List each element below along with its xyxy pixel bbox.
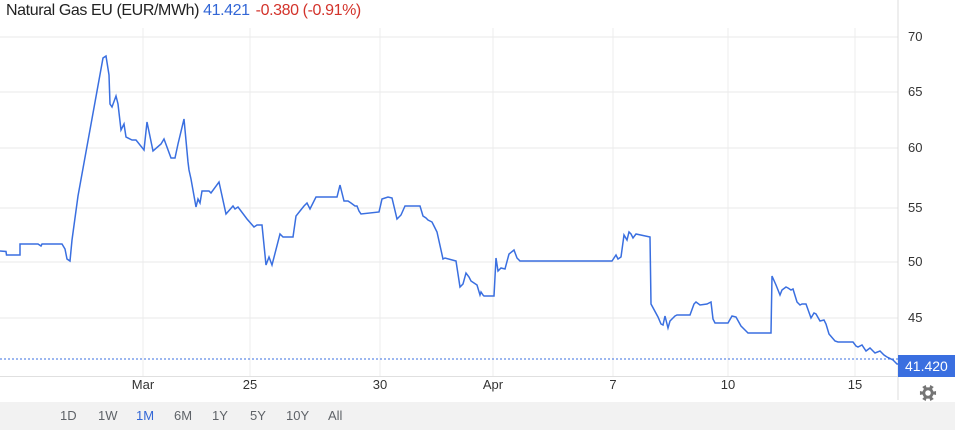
svg-text:50: 50 — [908, 254, 922, 269]
svg-text:10: 10 — [721, 377, 735, 392]
svg-text:70: 70 — [908, 29, 922, 44]
svg-text:41.420: 41.420 — [905, 358, 948, 374]
svg-text:45: 45 — [908, 310, 922, 325]
svg-text:Apr: Apr — [483, 377, 504, 392]
svg-text:65: 65 — [908, 84, 922, 99]
svg-text:7: 7 — [609, 377, 616, 392]
svg-text:55: 55 — [908, 200, 922, 215]
svg-text:60: 60 — [908, 140, 922, 155]
svg-text:25: 25 — [243, 377, 257, 392]
svg-text:15: 15 — [848, 377, 862, 392]
svg-text:30: 30 — [373, 377, 387, 392]
svg-text:Mar: Mar — [132, 377, 155, 392]
